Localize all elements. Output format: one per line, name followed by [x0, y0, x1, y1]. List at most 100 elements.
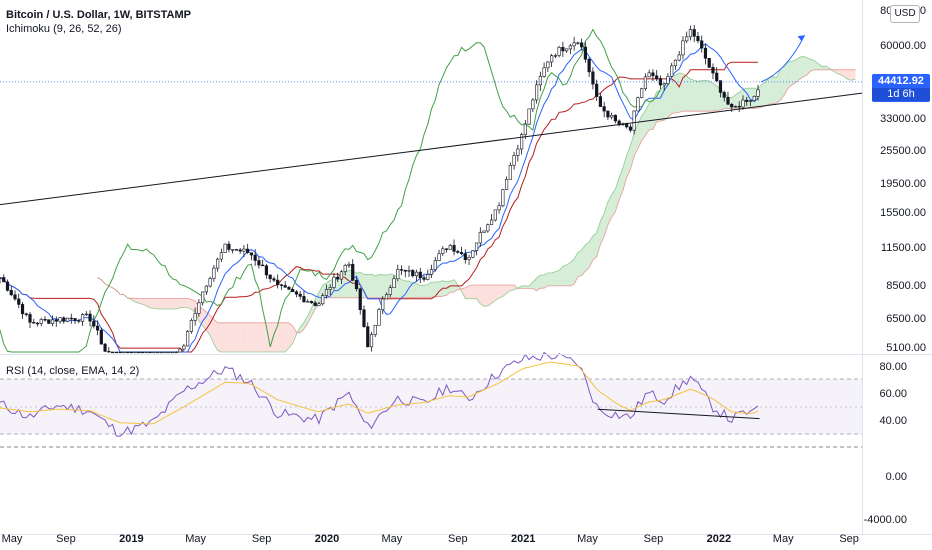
rsi-axis-label: 80.00 [879, 361, 907, 373]
currency-button[interactable]: USD [890, 5, 920, 23]
candle-body [493, 209, 497, 221]
candle-body [140, 351, 145, 354]
ichimoku-cloud-segment [750, 88, 755, 109]
candle-body [231, 249, 235, 251]
rsi-pane[interactable] [0, 351, 862, 448]
candle-body [298, 293, 302, 297]
candle-body [463, 253, 467, 260]
candle-body [527, 108, 531, 125]
candle-body [129, 351, 133, 354]
candle-body [741, 99, 745, 108]
ichimoku-cloud-segment [221, 322, 226, 352]
ichimoku-cloud-segment [536, 275, 541, 291]
candle-body [531, 99, 535, 110]
ichimoku-cloud-segment [146, 298, 151, 309]
candle-body [73, 318, 77, 321]
candle-body [474, 242, 479, 251]
ichimoku-cloud-segment [480, 284, 485, 307]
candle-body [92, 320, 96, 327]
candle-body [50, 319, 55, 324]
candle-body [35, 322, 40, 325]
ichimoku-cloud-segment [818, 63, 822, 70]
main-price-pane[interactable] [0, 0, 863, 354]
candle-body [182, 345, 186, 350]
candle-body [707, 57, 711, 68]
ichimoku-cloud-segment [641, 110, 646, 141]
candle-body [302, 296, 306, 303]
candle-body [317, 303, 321, 306]
candle-body [628, 126, 633, 131]
chart-title: Bitcoin / U.S. Dollar, 1W, BITSTAMP [6, 9, 191, 21]
candle-body [504, 179, 509, 190]
ichimoku-cloud-segment [225, 322, 229, 352]
ichimoku-cloud-segment [585, 242, 590, 272]
candle-body [553, 55, 557, 57]
ichimoku-cloud-segment [255, 322, 259, 352]
candle-body [114, 351, 118, 354]
candle-body [516, 148, 520, 156]
candle-body [54, 319, 58, 322]
time-axis-label: Sep [448, 533, 468, 545]
ichimoku-cloud-segment [791, 59, 796, 86]
time-axis-label: May [577, 533, 598, 545]
candle-body [722, 92, 726, 98]
candle-body [159, 351, 163, 354]
price-axis-label: 11500.00 [881, 242, 926, 254]
candle-body [519, 134, 524, 150]
candle-body [366, 326, 370, 348]
ichimoku-cloud-segment [592, 232, 597, 261]
ichimoku-cloud-segment [258, 322, 263, 352]
candle-body [65, 317, 70, 322]
ichimoku-cloud-segment [371, 274, 376, 298]
projection-arrow-line [761, 34, 806, 83]
candle-body [426, 274, 430, 280]
ichimoku-cloud-segment [337, 274, 342, 298]
ichimoku-cloud-segment [574, 252, 578, 285]
candle-body [587, 58, 591, 73]
candle-body [95, 325, 100, 331]
ichimoku-cloud-segment [780, 66, 785, 101]
ichimoku-cloud-segment [183, 298, 188, 308]
candle-body [77, 320, 81, 322]
ichimoku-cloud-segment [675, 72, 680, 113]
candle-body [444, 248, 449, 250]
chart-legend: Bitcoin / U.S. Dollar, 1W, BITSTAMP Ichi… [6, 8, 191, 36]
ichimoku-cloud-segment [180, 298, 184, 308]
candle-body [103, 343, 107, 352]
candle-body [272, 278, 276, 281]
candle-body [666, 76, 670, 84]
candle-body [392, 278, 396, 289]
candle-body [437, 253, 441, 261]
ichimoku-cloud-segment [277, 322, 282, 352]
candle-body [88, 313, 92, 322]
candle-body [358, 288, 362, 311]
candle-body [223, 243, 227, 253]
candle-body [339, 271, 344, 280]
ichimoku-cloud-segment [285, 322, 289, 352]
candle-body [216, 258, 220, 269]
ichimoku-cloud-segment [810, 59, 815, 72]
candle-body [471, 250, 475, 258]
ichimoku-cloud-segment [634, 124, 638, 157]
candle-body [655, 75, 659, 79]
time-axis-label: Sep [839, 533, 859, 545]
candle-body [647, 72, 651, 78]
ichimoku-cloud-segment [848, 69, 852, 81]
rsi-legend: RSI (14, close, EMA, 14, 2) [6, 365, 140, 377]
candle-body [403, 269, 407, 272]
candle-body [279, 284, 284, 286]
ichimoku-cloud-segment [682, 73, 687, 112]
candle-body [178, 348, 182, 353]
ichimoku-cloud-segment [667, 76, 672, 118]
candle-body [737, 105, 741, 108]
ichimoku-cloud-segment [559, 266, 563, 286]
ichimoku-cloud-segment [788, 61, 792, 89]
candle-body [718, 80, 723, 93]
ichimoku-cloud-segment [420, 285, 425, 298]
ichimoku-cloud-segment [206, 311, 211, 336]
candle-body [508, 165, 512, 180]
ichimoku-cloud-segment [577, 250, 582, 277]
candle-body [662, 83, 666, 86]
candle-body [748, 100, 753, 102]
